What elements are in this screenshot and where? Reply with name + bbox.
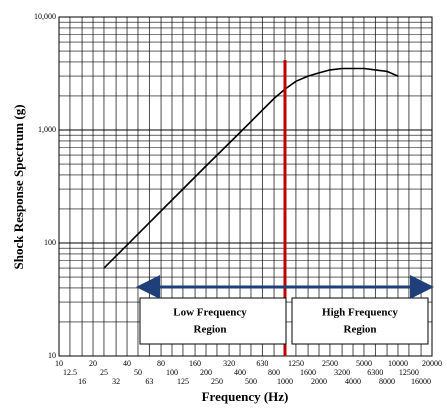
annotation: Low Frequency (173, 307, 247, 319)
line (103, 67, 399, 269)
x-tick-label: 8000 (379, 377, 395, 386)
y-tick-label: 10 (48, 351, 56, 360)
annotation-box (139, 297, 287, 345)
x-tick-label: 5000 (356, 359, 372, 368)
x-tick-label: 12500 (399, 368, 419, 377)
plot-frame (58, 16, 433, 357)
y-axis-title: Shock Response Spectrum (g) (11, 104, 26, 269)
y-tick-label: 10,000 (34, 12, 56, 21)
x-tick-label: 4000 (345, 377, 361, 386)
x-tick-label: 3200 (334, 368, 350, 377)
x-tick-label: 125 (177, 377, 189, 386)
x-tick-label: 250 (211, 377, 223, 386)
x-tick-label: 20000 (422, 359, 442, 368)
x-tick-label: 32 (112, 377, 120, 386)
x-tick-label: 12.5 (63, 368, 77, 377)
x-tick-label: 63 (145, 377, 153, 386)
x-tick-label: 25 (100, 368, 108, 377)
y-tick-label: 1,000 (38, 125, 56, 134)
x-tick-label: 500 (245, 377, 257, 386)
x-tick-label: 16000 (411, 377, 431, 386)
x-tick-label: 10 (55, 359, 63, 368)
annotation: Region (194, 324, 227, 336)
x-tick-label: 6300 (367, 368, 383, 377)
annotation-box (291, 297, 429, 345)
x-tick-label: 200 (200, 368, 212, 377)
x-tick-label: 16 (78, 377, 86, 386)
x-tick-label: 100 (166, 368, 178, 377)
x-tick-label: 1250 (288, 359, 304, 368)
x-tick-label: 40 (123, 359, 131, 368)
x-tick-label: 320 (223, 359, 235, 368)
annotation: High Frequency (322, 307, 398, 319)
x-tick-label: 2000 (311, 377, 327, 386)
x-tick-label: 10000 (388, 359, 408, 368)
x-tick-label: 80 (157, 359, 165, 368)
x-axis-title: Frequency (Hz) (202, 389, 289, 404)
y-tick-label: 100 (44, 238, 56, 247)
annotation: Region (344, 324, 377, 336)
x-tick-label: 1000 (277, 377, 293, 386)
x-tick-label: 800 (268, 368, 280, 377)
x-tick-label: 630 (256, 359, 268, 368)
x-tick-label: 2500 (322, 359, 338, 368)
x-tick-label: 20 (89, 359, 97, 368)
x-tick-label: 50 (134, 368, 142, 377)
x-tick-label: 400 (234, 368, 246, 377)
x-tick-label: 160 (189, 359, 201, 368)
x-tick-label: 1600 (300, 368, 316, 377)
